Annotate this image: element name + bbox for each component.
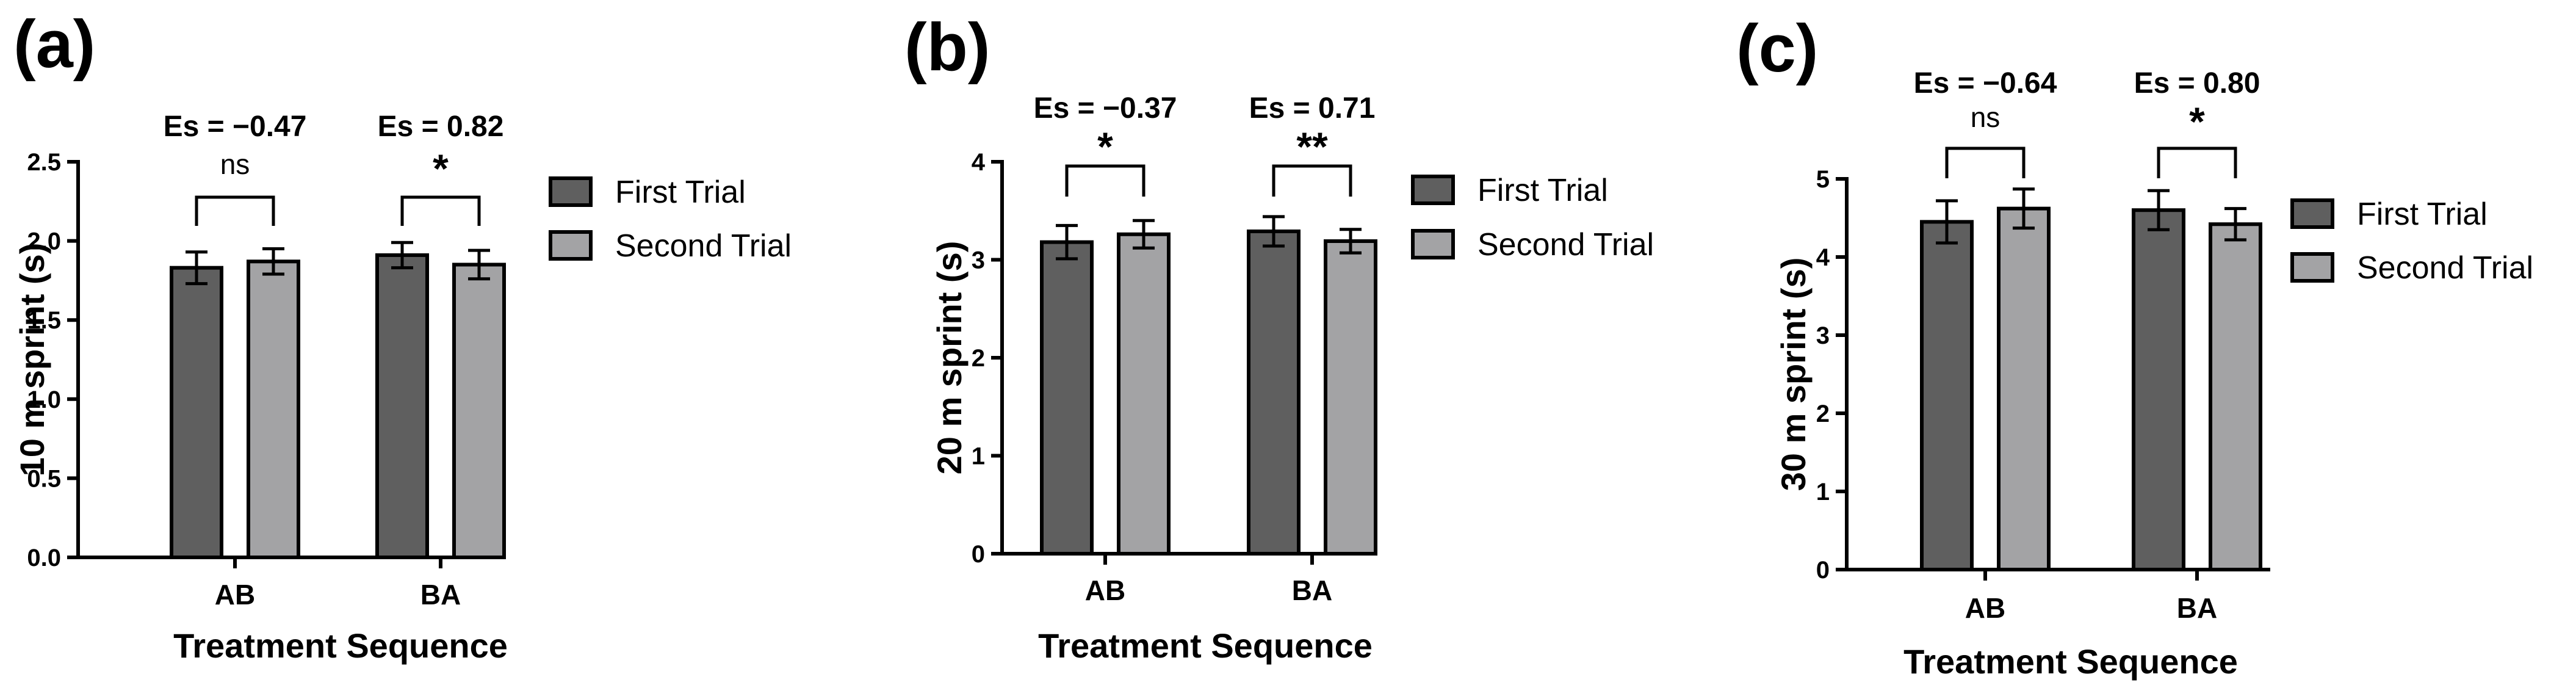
bar-ba-first-trial — [2132, 208, 2185, 571]
legend-label-second-trial: Second Trial — [1477, 227, 1654, 263]
significance-bracket-ba — [1272, 164, 1352, 197]
effect-size-label-ab: Es = −0.64 — [1914, 67, 2057, 100]
y-tick-label: 2 — [1816, 400, 1830, 427]
y-axis-title: 30 m sprint (s) — [1774, 258, 1813, 491]
panel-label: (b) — [904, 10, 990, 85]
y-axis-title: 20 m sprint (s) — [930, 241, 969, 475]
y-tick-label: 0.5 — [27, 465, 61, 492]
error-bar-ab-first-trial — [1056, 223, 1078, 261]
x-tick-label-ab: AB — [215, 579, 255, 610]
significance-label-ab: ns — [220, 148, 250, 180]
y-tick-label: 1.5 — [27, 307, 61, 334]
panel-label: (a) — [13, 7, 95, 82]
legend-swatch-first-trial — [2290, 198, 2334, 229]
y-tick-label: 1.0 — [27, 386, 61, 413]
error-bar-ab-second-trial — [262, 247, 284, 276]
bar-ab-first-trial — [1920, 220, 1974, 571]
error-bar-ba-second-trial — [1340, 228, 1362, 255]
x-axis-title: Treatment Sequence — [1038, 626, 1373, 665]
y-tick-label: 4 — [1816, 244, 1830, 271]
effect-size-label-ba: Es = 0.80 — [2134, 67, 2260, 100]
legend: First Trial Second Trial — [2290, 197, 2533, 286]
bar-ba-second-trial — [1324, 239, 1377, 556]
effect-size-label-ab: Es = −0.47 — [164, 110, 307, 143]
significance-label-ba: * — [2189, 99, 2205, 144]
x-axis-title: Treatment Sequence — [173, 626, 508, 665]
legend-swatch-second-trial — [2290, 252, 2334, 283]
chart-panel-c: (c) 0 1 2 3 4 5 30 m sprint (s) Treatment Sequen… — [1736, 11, 2533, 681]
significance-bracket-ba — [2157, 147, 2237, 178]
y-tick-label: 4 — [972, 149, 986, 176]
error-bar-ba-first-trial — [2148, 189, 2170, 231]
x-tick-label-ab: AB — [1965, 592, 2005, 624]
error-bar-ab-second-trial — [2013, 187, 2035, 230]
error-bar-ba-first-trial — [1263, 215, 1285, 248]
x-axis-title: Treatment Sequence — [1903, 642, 2238, 681]
error-bar-ba-first-trial — [391, 241, 413, 270]
significance-bracket-ab — [1945, 147, 2026, 178]
y-axis-title: 10 m sprint (s) — [13, 243, 51, 477]
panel-label: (c) — [1736, 11, 1818, 86]
y-tick-label: 2.0 — [27, 228, 61, 255]
significance-label-ba: ** — [1296, 124, 1328, 169]
y-tick-label: 3 — [972, 247, 985, 274]
legend-swatch-second-trial — [549, 230, 593, 261]
legend-label-second-trial: Second Trial — [615, 228, 792, 264]
y-tick-label: 2.5 — [27, 149, 61, 176]
significance-label-ab: ns — [1971, 101, 2001, 133]
chart-panel-a: (a) 0.0 0.5 1.0 1.5 2.0 2.5 10 m sprint (s) Trea… — [13, 7, 792, 665]
legend-swatch-first-trial — [1411, 175, 1455, 205]
legend-label-second-trial: Second Trial — [2357, 250, 2533, 286]
y-tick-label: 0 — [1816, 557, 1830, 584]
effect-size-label-ab: Es = −0.37 — [1034, 92, 1177, 125]
legend: First Trial Second Trial — [1411, 173, 1654, 263]
x-tick-label-ba: BA — [2177, 592, 2217, 624]
error-bar-ba-second-trial — [2224, 207, 2246, 242]
bar-ba-second-trial — [2209, 222, 2262, 571]
y-tick-label: 1 — [972, 443, 985, 470]
y-tick-label: 0 — [972, 541, 985, 568]
effect-size-label-ba: Es = 0.82 — [378, 110, 504, 143]
bar-ab-first-trial — [1040, 240, 1094, 556]
legend-swatch-second-trial — [1411, 229, 1455, 259]
significance-label-ab: * — [1097, 124, 1113, 169]
bar-ab-second-trial — [1117, 232, 1171, 556]
bar-ab-first-trial — [170, 266, 223, 559]
significance-bracket-ab — [195, 195, 275, 226]
error-bar-ab-second-trial — [1133, 219, 1155, 250]
bar-ab-second-trial — [247, 259, 300, 559]
x-tick-label-ba: BA — [1292, 574, 1332, 606]
y-tick-label: 3 — [1816, 322, 1830, 349]
significance-bracket-ab — [1065, 164, 1145, 197]
bar-ba-second-trial — [452, 263, 506, 559]
significance-bracket-ba — [400, 195, 481, 226]
bar-ab-second-trial — [1997, 206, 2051, 571]
y-tick-label: 0.0 — [27, 545, 61, 571]
y-tick-label: 1 — [1816, 479, 1830, 505]
effect-size-label-ba: Es = 0.71 — [1249, 92, 1376, 125]
legend-swatch-first-trial — [549, 176, 593, 207]
significance-label-ba: * — [433, 146, 449, 191]
legend: First Trial Second Trial — [549, 175, 792, 264]
legend-label-first-trial: First Trial — [615, 175, 746, 210]
bar-ba-first-trial — [1247, 229, 1301, 556]
chart-panel-b: (b) 0 1 2 3 4 20 m sprint (s) Treatment Sequenc… — [904, 10, 1654, 665]
legend-label-first-trial: First Trial — [2357, 197, 2488, 232]
error-bar-ab-first-trial — [186, 250, 207, 286]
y-tick-label: 5 — [1816, 166, 1830, 193]
y-tick-label: 2 — [972, 345, 985, 372]
legend-label-first-trial: First Trial — [1477, 173, 1608, 208]
x-tick-label-ba: BA — [420, 579, 461, 610]
error-bar-ab-first-trial — [1936, 199, 1958, 245]
x-tick-label-ab: AB — [1085, 574, 1125, 606]
bar-ba-first-trial — [375, 253, 429, 559]
error-bar-ba-second-trial — [468, 248, 490, 281]
